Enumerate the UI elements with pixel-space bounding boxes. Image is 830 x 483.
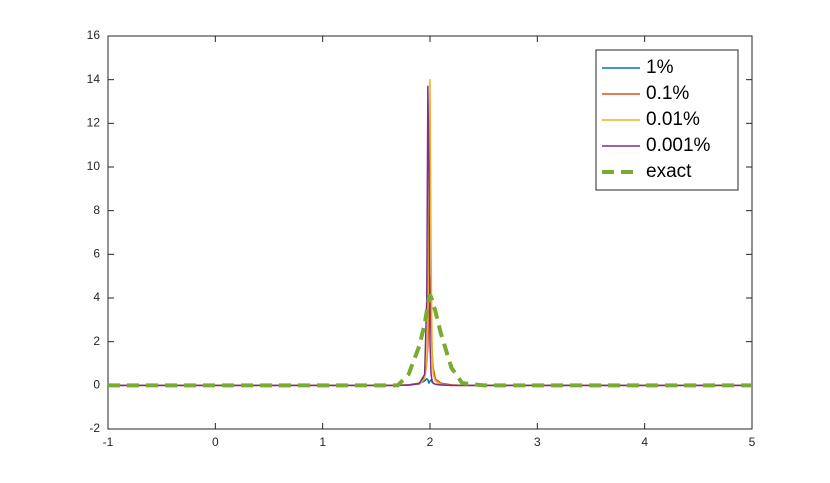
y-tick-label: 14: [87, 72, 101, 86]
legend-label: exact: [646, 161, 692, 182]
x-tick-label: -1: [103, 435, 114, 449]
x-tick-label: 1: [319, 435, 326, 449]
legend-label: 1%: [646, 57, 674, 78]
y-tick-label: -2: [89, 421, 100, 435]
legend-label: 0.001%: [646, 135, 711, 156]
y-tick-label: 12: [87, 116, 101, 130]
y-tick-label: 10: [87, 159, 101, 173]
y-tick-label: 4: [93, 290, 100, 304]
y-tick-label: 2: [93, 334, 100, 348]
x-tick-label: 4: [641, 435, 648, 449]
x-tick-label: 3: [534, 435, 541, 449]
axes-box: [107, 35, 753, 430]
legend-label: 0.01%: [646, 109, 700, 130]
y-tick-label: 16: [87, 28, 101, 42]
x-tick-label: 0: [212, 435, 219, 449]
y-tick-label: 8: [93, 203, 100, 217]
y-tick-label: 0: [93, 378, 100, 392]
x-tick-label: 5: [749, 435, 756, 449]
x-tick-label: 2: [427, 435, 434, 449]
legend-label: 0.1%: [646, 83, 689, 104]
y-tick-label: 6: [93, 247, 100, 261]
series-line: [108, 293, 752, 388]
